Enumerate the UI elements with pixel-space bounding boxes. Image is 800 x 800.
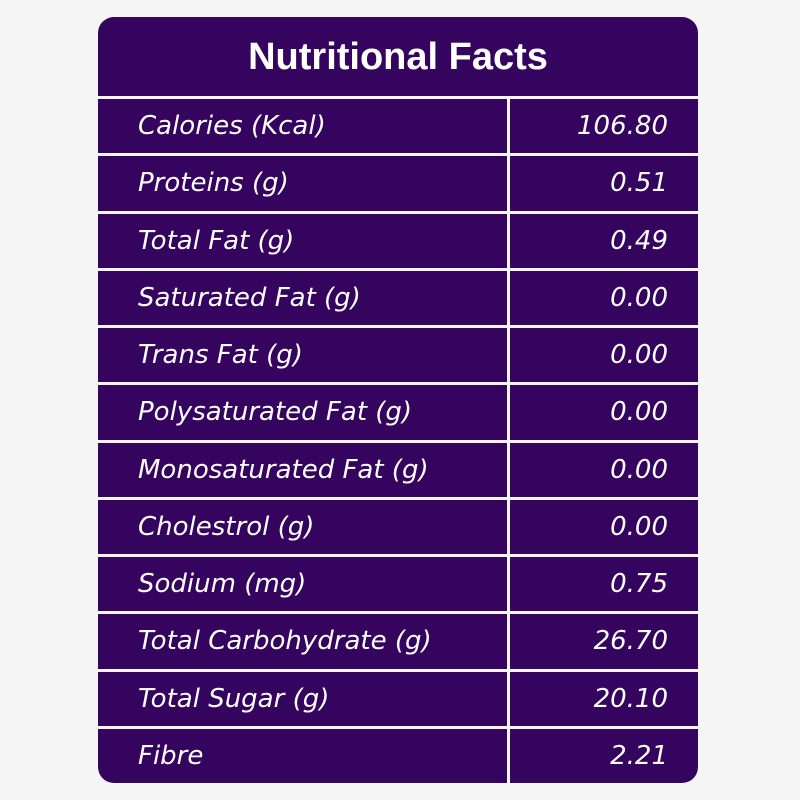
nutrient-value: 0.51: [610, 168, 668, 199]
nutrient-label: Monosaturated Fat (g): [138, 454, 429, 485]
table-row: Fibre 2.21: [98, 729, 698, 783]
nutrient-label: Total Sugar (g): [138, 683, 330, 714]
table-row: Polysaturated Fat (g) 0.00: [98, 385, 698, 439]
row-divider: [98, 267, 698, 271]
nutrient-value: 0.00: [610, 511, 668, 542]
table-row: Proteins (g) 0.51: [98, 156, 698, 210]
nutrient-label: Total Carbohydrate (g): [138, 626, 432, 657]
nutrient-label: Calories (Kcal): [138, 111, 326, 141]
nutrient-label: Trans Fat (g): [138, 340, 303, 370]
row-divider: [98, 153, 698, 157]
table-row: Total Carbohydrate (g) 26.70: [98, 614, 698, 668]
row-divider: [98, 668, 698, 672]
table-row: Calories (Kcal) 106.80: [98, 99, 698, 153]
nutrient-label: Proteins (g): [138, 168, 289, 199]
nutrient-value: 0.00: [610, 282, 668, 313]
nutrition-facts-title: Nutritional Facts: [248, 36, 548, 78]
row-divider: [98, 96, 698, 99]
row-divider: [98, 725, 698, 729]
row-divider: [98, 382, 698, 386]
nutrient-value: 20.10: [593, 683, 668, 714]
table-row: Saturated Fat (g) 0.00: [98, 271, 698, 325]
nutrition-facts-card: Nutritional Facts Calories (Kcal) 106.80 P…: [98, 17, 698, 783]
table-row: Total Fat (g) 0.49: [98, 214, 698, 268]
table-row: Sodium (mg) 0.75: [98, 557, 698, 611]
row-divider: [98, 496, 698, 500]
row-divider: [98, 210, 698, 214]
nutrient-value: 0.00: [610, 340, 668, 370]
table-row: Cholestrol (g) 0.00: [98, 500, 698, 554]
nutrient-value: 0.75: [610, 569, 668, 599]
nutrient-value: 2.21: [610, 740, 668, 771]
nutrient-label: Cholestrol (g): [138, 511, 315, 542]
nutrient-label: Saturated Fat (g): [138, 282, 361, 313]
nutrient-label: Total Fat (g): [138, 225, 295, 256]
table-row: Monosaturated Fat (g) 0.00: [98, 443, 698, 497]
nutrient-value: 0.49: [610, 225, 668, 256]
nutrient-value: 106.80: [577, 111, 668, 141]
row-divider: [98, 611, 698, 615]
row-divider: [98, 325, 698, 328]
table-row: Total Sugar (g) 20.10: [98, 672, 698, 726]
table-row: Trans Fat (g) 0.00: [98, 328, 698, 382]
nutrient-value: 0.00: [610, 397, 668, 428]
row-divider: [98, 439, 698, 443]
nutrient-label: Sodium (mg): [138, 569, 307, 599]
nutrient-label: Polysaturated Fat (g): [138, 397, 413, 428]
nutrient-value: 26.70: [593, 626, 668, 657]
nutrient-value: 0.00: [610, 454, 668, 485]
row-divider: [98, 554, 698, 557]
nutrient-label: Fibre: [138, 740, 204, 771]
